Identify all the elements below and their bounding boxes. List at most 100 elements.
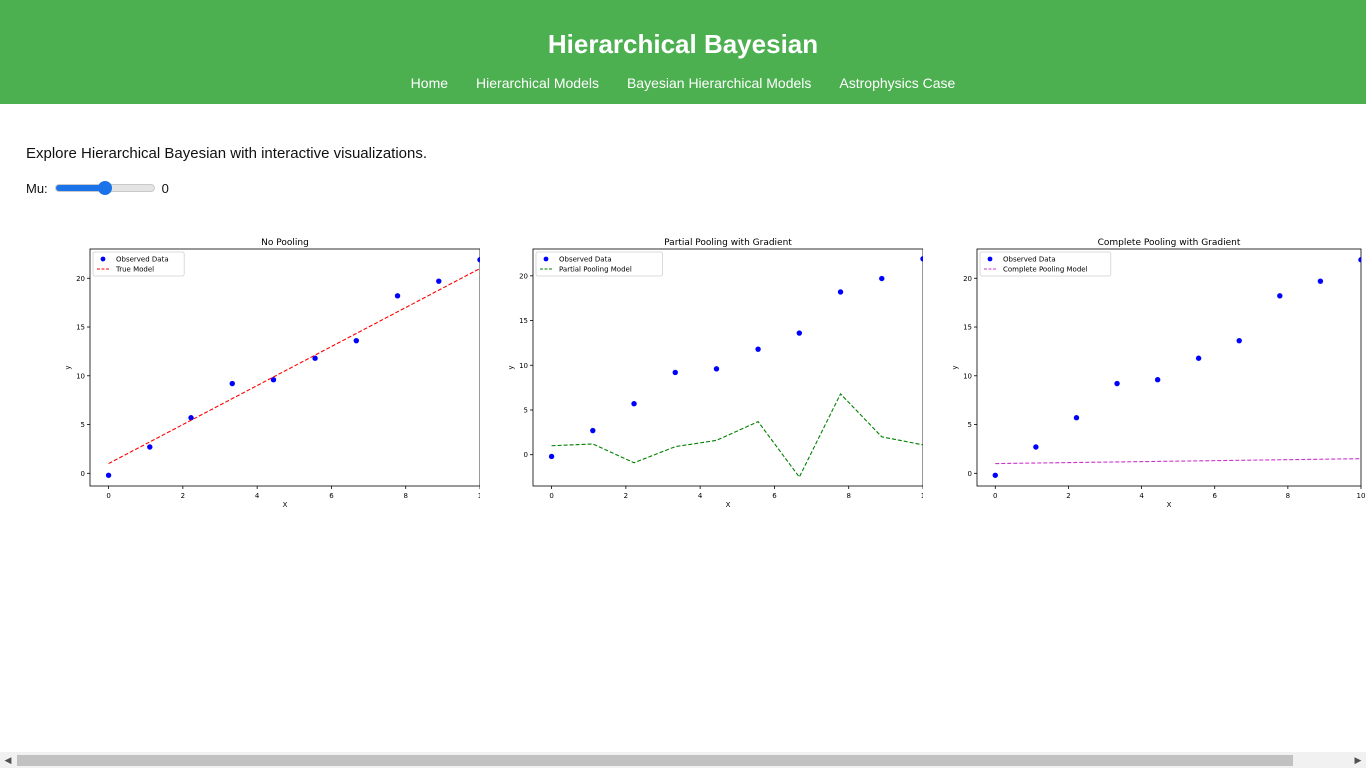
plot-no-pooling: No Pooling02468105101520XyObserved DataT… xyxy=(60,230,482,520)
chart-legend: Observed Data Complete Pooling Model xyxy=(979,251,1112,277)
y-tick-label: 10 xyxy=(963,372,972,380)
observed-point xyxy=(1317,278,1324,284)
observed-point xyxy=(353,337,360,344)
y-tick-label: 0 xyxy=(81,470,85,478)
legend-label: Observed Data xyxy=(1003,256,1056,264)
nav-link-hierarchical-models[interactable]: Hierarchical Models xyxy=(476,75,599,91)
plot-frame xyxy=(89,248,481,487)
x-tick-label: 8 xyxy=(403,492,407,500)
chart-title: No Pooling xyxy=(261,238,309,248)
plot-frame xyxy=(976,248,1362,487)
site-header: Hierarchical Bayesian Home Hierarchical … xyxy=(0,0,1366,104)
observed-point xyxy=(713,366,720,372)
intro-text: Explore Hierarchical Bayesian with inter… xyxy=(26,145,428,162)
legend-label: True Model xyxy=(115,266,154,274)
observed-point xyxy=(1236,337,1242,344)
plot-partial-pooling: Partial Pooling with Gradient02468105101… xyxy=(503,230,925,520)
mu-slider-thumb[interactable] xyxy=(97,181,112,195)
nav-link-bayesian-hierarchical-models[interactable]: Bayesian Hierarchical Models xyxy=(626,75,812,91)
observed-point xyxy=(270,376,277,383)
y-tick-label: 20 xyxy=(519,272,528,280)
observed-point xyxy=(755,346,761,352)
partial-pooling-model-line xyxy=(551,392,923,479)
mu-slider-fill xyxy=(55,185,105,191)
y-tick-label: 15 xyxy=(76,324,85,332)
x-tick-label: 10 xyxy=(1357,492,1366,500)
y-axis-label: y xyxy=(951,365,959,369)
chart-complete-pooling: Complete Pooling with Gradient 0 2 4 6 8 10 0 5 1… xyxy=(951,238,1366,509)
observed-point xyxy=(105,472,112,478)
x-tick-label: 1 xyxy=(478,492,480,500)
complete-pooling-model-line xyxy=(995,458,1361,465)
chart-title: Complete Pooling with Gradient xyxy=(1098,238,1241,248)
legend-label: Observed Data xyxy=(559,256,612,264)
nav-link-astrophysics-case[interactable]: Astrophysics Case xyxy=(839,75,956,91)
x-tick-label: 2 xyxy=(181,492,185,500)
scroll-left-arrow-icon[interactable]: ◀ xyxy=(4,754,12,765)
observed-point xyxy=(1114,380,1120,387)
observed-point xyxy=(1358,257,1361,263)
observed-point xyxy=(188,415,194,421)
legend-box xyxy=(535,251,663,277)
legend-marker xyxy=(987,256,993,262)
chart-legend: Observed Data True Model xyxy=(92,251,185,277)
x-tick-label: 1 xyxy=(921,492,923,500)
x-tick-label: 4 xyxy=(698,492,703,500)
observed-point xyxy=(548,453,555,460)
plot-frame xyxy=(532,248,924,487)
y-axis-label: y xyxy=(64,365,72,369)
mu-value: 0 xyxy=(161,180,169,196)
observed-point xyxy=(631,401,637,407)
horizontal-scrollbar[interactable]: ◀ ▶ xyxy=(0,752,1366,768)
observed-point xyxy=(477,257,480,263)
x-tick-label: 6 xyxy=(772,492,777,500)
observed-point xyxy=(1073,415,1080,421)
y-tick-label: 5 xyxy=(968,421,972,429)
observed-point xyxy=(436,278,442,284)
chart-no-pooling: No Pooling02468105101520XyObserved DataT… xyxy=(64,238,482,509)
observed-point xyxy=(1277,293,1283,299)
legend-label: Partial Pooling Model xyxy=(559,266,632,274)
observed-point xyxy=(837,289,844,295)
observed-point xyxy=(1033,444,1039,450)
chart-title: Partial Pooling with Gradient xyxy=(664,238,792,248)
x-tick-label: 4 xyxy=(255,492,260,500)
legend-label: Observed Data xyxy=(116,256,169,264)
x-axis-label: X xyxy=(283,501,288,509)
x-tick-label: 4 xyxy=(1139,492,1144,500)
y-tick-label: 20 xyxy=(963,275,972,283)
chart-partial-pooling: Partial Pooling with Gradient02468105101… xyxy=(507,238,925,509)
x-tick-label: 2 xyxy=(1066,492,1070,500)
y-tick-label: 15 xyxy=(963,324,972,332)
y-tick-label: 5 xyxy=(81,421,85,429)
y-tick-label: 20 xyxy=(76,275,85,283)
x-tick-label: 2 xyxy=(624,492,628,500)
main-nav: Home Hierarchical Models Bayesian Hierar… xyxy=(0,75,1366,91)
legend-box xyxy=(979,251,1112,277)
mu-control: Mu: 0 xyxy=(26,178,169,198)
x-axis-label: X xyxy=(726,501,731,509)
observed-point xyxy=(590,427,596,434)
observed-point xyxy=(1195,355,1202,361)
y-tick-label: 0 xyxy=(524,451,528,459)
x-tick-label: 8 xyxy=(846,492,850,500)
plot-complete-pooling: Complete Pooling with Gradient 0 2 4 6 8 10 0 5 1… xyxy=(947,230,1366,520)
y-tick-label: 10 xyxy=(76,372,85,380)
x-tick-label: 0 xyxy=(549,492,553,500)
chart-legend: Observed Data Partial Pooling Model xyxy=(535,251,663,277)
x-tick-label: 0 xyxy=(106,492,110,500)
scrollbar-thumb[interactable] xyxy=(17,755,1293,766)
legend-marker xyxy=(543,256,549,262)
observed-point xyxy=(879,275,885,282)
x-tick-label: 8 xyxy=(1286,492,1290,500)
scroll-right-arrow-icon[interactable]: ▶ xyxy=(1354,754,1362,765)
nav-link-home[interactable]: Home xyxy=(410,75,449,91)
x-tick-label: 6 xyxy=(1212,492,1217,500)
mu-slider[interactable] xyxy=(54,181,155,195)
x-tick-label: 6 xyxy=(329,492,334,500)
observed-point xyxy=(394,293,401,299)
legend-box xyxy=(92,251,185,277)
x-axis-label: X xyxy=(1167,501,1172,509)
legend-marker xyxy=(100,256,106,262)
legend-label: Complete Pooling Model xyxy=(1003,266,1088,274)
